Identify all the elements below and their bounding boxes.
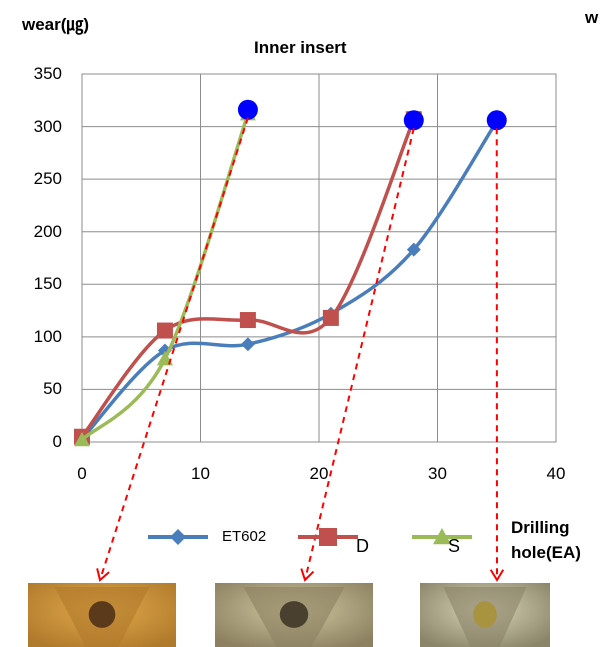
arrow-head (96, 568, 110, 582)
y-tick-label: 200 (33, 221, 62, 241)
series-line-et602 (80, 120, 499, 441)
x-tick-label: 0 (77, 464, 87, 483)
data-point-d (322, 309, 339, 326)
data-point-et602 (406, 242, 421, 257)
legend-marker-s (433, 528, 451, 545)
y-axis-label: wear(㎍) (22, 15, 90, 34)
data-point-d (156, 322, 173, 339)
x-tick-label: 20 (309, 464, 329, 483)
y-tick-label: 300 (33, 116, 62, 136)
legend (148, 528, 472, 546)
annotation-arrows (96, 117, 505, 582)
y-tick-label: 150 (33, 274, 62, 294)
data-point-s (74, 431, 90, 447)
y-tick-label: 100 (33, 326, 62, 346)
insert-hole (279, 601, 309, 628)
chart-title: Inner insert (254, 38, 347, 57)
y-tick-label: 50 (43, 379, 62, 399)
highlight-point (237, 99, 258, 120)
insert-photo-1 (28, 583, 176, 647)
y-tick-label: 0 (52, 432, 62, 451)
y-tick-label: 350 (33, 64, 62, 83)
insert-hole (88, 601, 116, 628)
arrow-head (489, 569, 505, 582)
series-lines (74, 105, 504, 447)
highlight-point (403, 110, 424, 131)
x-tick-label: 10 (191, 464, 210, 483)
data-point-d (239, 312, 256, 329)
legend-marker-d (319, 528, 337, 546)
highlight-points (237, 99, 507, 131)
y-tick-label: 250 (33, 169, 62, 189)
top-right-fragment: w (585, 8, 599, 27)
x-tick-label: 40 (546, 464, 566, 483)
data-point-et602 (240, 337, 255, 352)
legend-marker-et602 (170, 529, 186, 545)
series-line-s (80, 113, 250, 442)
insert-photo-3 (420, 583, 550, 647)
x-axis-label: Drilling hole(EA) (511, 518, 581, 562)
legend-label-s: S (448, 536, 461, 556)
insert-hole (473, 601, 497, 628)
insert-photo-2 (215, 583, 373, 647)
legend-label-et602: ET602 (222, 528, 267, 545)
annotation-arrow (99, 117, 249, 581)
plot-frame (81, 73, 557, 443)
insert-photos (28, 583, 550, 647)
arrow-head (300, 568, 315, 582)
annotation-arrow (304, 128, 415, 581)
plot-grid (81, 73, 557, 443)
legend-label-d: D (356, 536, 369, 556)
x-tick-label: 30 (428, 464, 447, 483)
highlight-point (486, 110, 507, 131)
